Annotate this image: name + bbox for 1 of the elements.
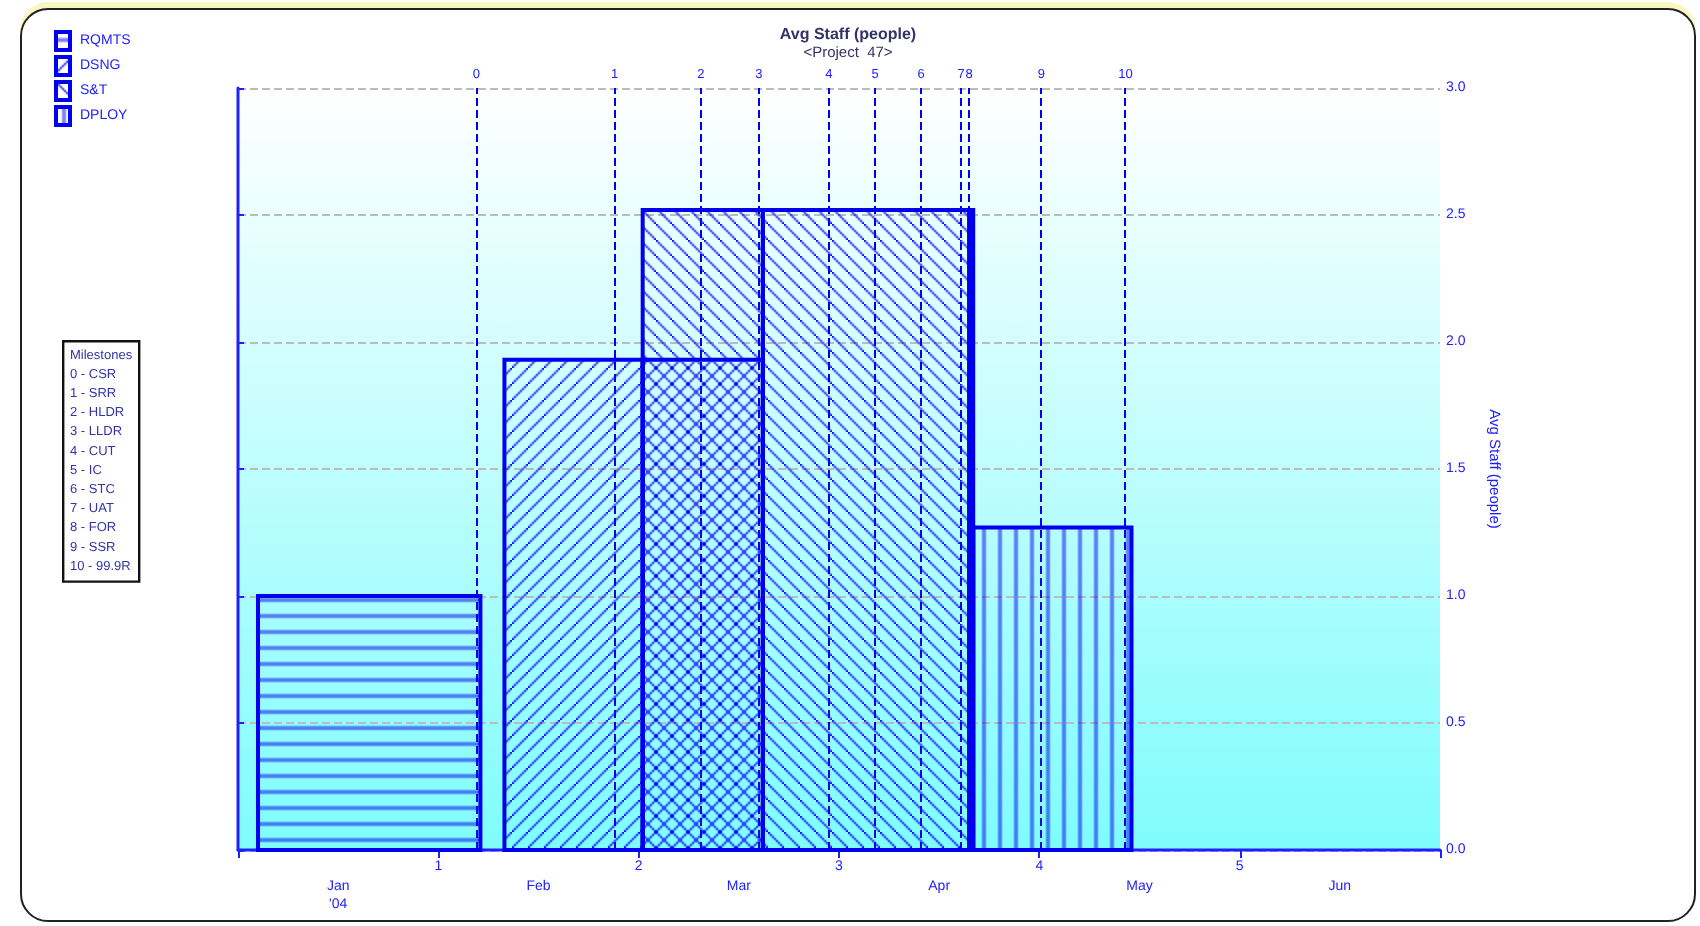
chart-title: Avg Staff (people) [779, 25, 917, 43]
